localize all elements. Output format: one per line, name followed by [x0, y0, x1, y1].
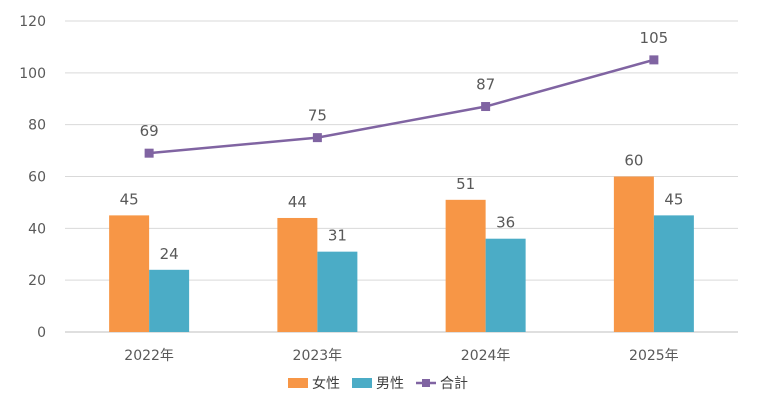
legend-label: 男性 — [376, 376, 404, 392]
total-marker-1 — [312, 133, 322, 143]
bar-data-label: 45 — [664, 190, 683, 208]
bar-male-0 — [149, 269, 190, 332]
line-data-label: 105 — [640, 29, 669, 47]
bar-female-0 — [109, 215, 150, 332]
bar-male-3 — [653, 215, 694, 332]
legend: 女性 男性 合計 — [288, 375, 468, 392]
bar-female-3 — [613, 176, 654, 332]
legend-label: 合計 — [440, 376, 468, 392]
bar-data-label: 60 — [624, 152, 643, 170]
line-data-label: 75 — [308, 107, 327, 125]
x-tick-label: 2022年 — [124, 348, 174, 364]
y-tick-label: 60 — [28, 170, 46, 186]
x-tick-label: 2024年 — [461, 348, 511, 364]
bar-male-2 — [485, 238, 526, 332]
bar-data-label: 24 — [160, 245, 179, 263]
total-marker-3 — [649, 55, 659, 65]
y-axis-ticks: 0 20 40 60 80 100 120 — [19, 14, 46, 341]
legend-swatch-0 — [288, 378, 308, 388]
legend-label: 女性 — [312, 375, 340, 392]
x-axis-ticks: 2022年 2023年 2024年 2025年 — [124, 348, 678, 364]
y-tick-label: 80 — [28, 118, 46, 134]
line-data-label: 69 — [140, 122, 159, 140]
total-marker-2 — [481, 102, 491, 112]
y-tick-label: 40 — [28, 221, 46, 237]
x-tick-label: 2025年 — [629, 348, 679, 364]
total-line — [149, 58, 655, 155]
legend-swatch-1 — [352, 378, 372, 388]
bar-data-label: 44 — [288, 193, 307, 211]
legend-marker-swatch — [422, 379, 430, 387]
bar-female-1 — [277, 217, 318, 332]
bars-group — [109, 176, 694, 332]
y-tick-label: 0 — [37, 325, 46, 341]
data-labels-group: 45 44 51 60 24 31 36 45 69 75 87 105 — [120, 29, 684, 263]
bar-data-label: 36 — [496, 214, 515, 232]
bar-male-1 — [317, 251, 358, 332]
x-tick-label: 2023年 — [293, 348, 343, 364]
total-marker-0 — [144, 148, 154, 158]
bar-female-2 — [445, 199, 486, 332]
y-tick-label: 20 — [28, 273, 46, 289]
bar-data-label: 45 — [120, 190, 139, 208]
line-data-label: 87 — [476, 76, 495, 94]
y-tick-label: 120 — [19, 14, 46, 30]
line-series-group — [144, 55, 659, 158]
bar-data-label: 51 — [456, 175, 475, 193]
y-tick-label: 100 — [19, 66, 46, 82]
bar-data-label: 31 — [328, 227, 347, 245]
